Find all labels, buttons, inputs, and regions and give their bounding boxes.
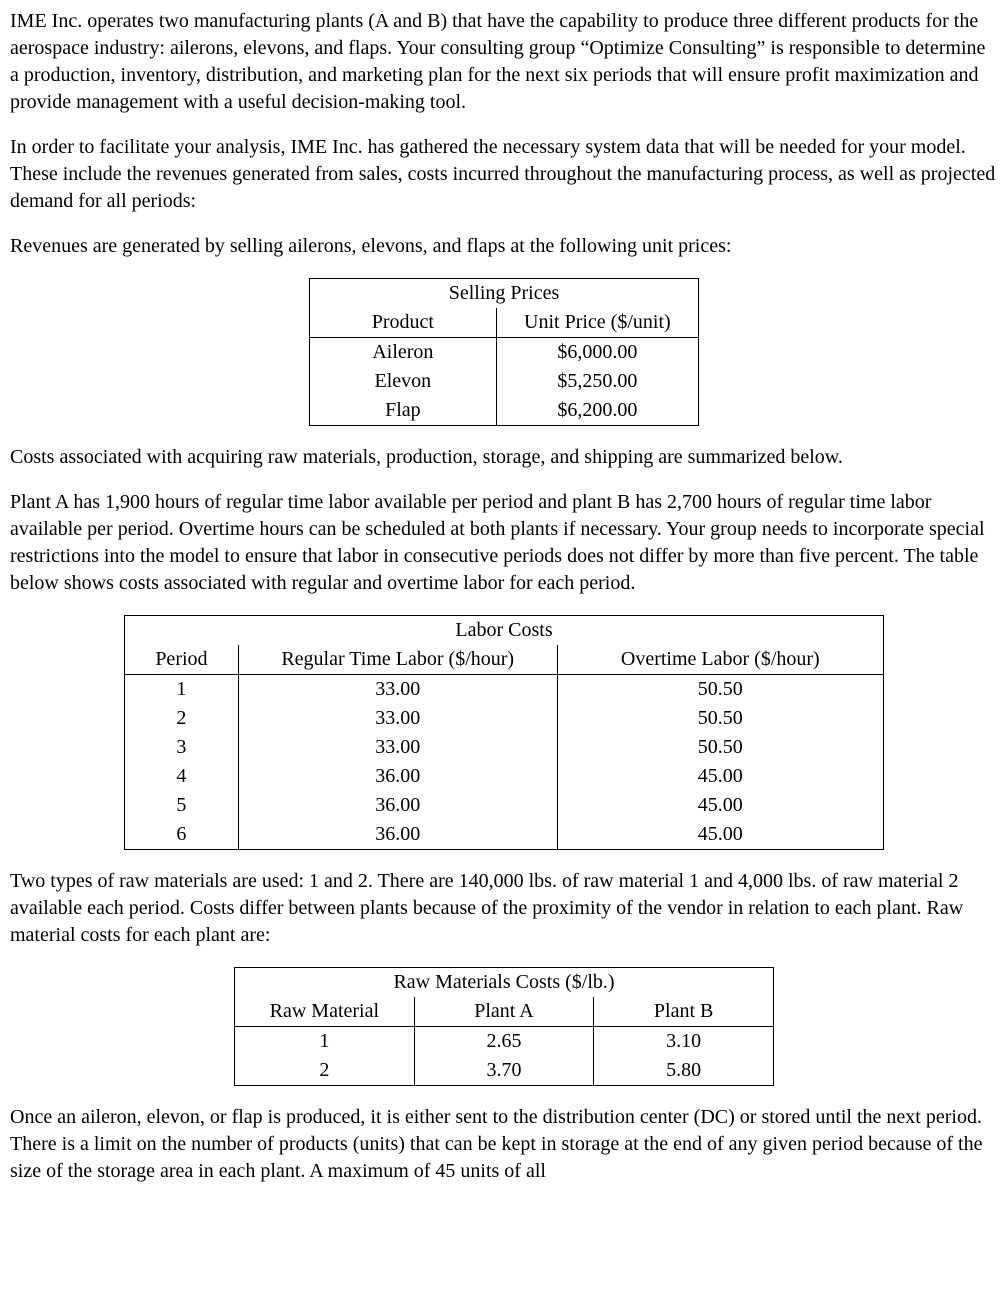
table-cell: Flap <box>310 396 497 426</box>
table-cell: 45.00 <box>557 791 883 820</box>
labor-costs-table: Labor Costs Period Regular Time Labor ($… <box>124 615 884 850</box>
paragraph-data-intro: In order to facilitate your analysis, IM… <box>10 134 998 215</box>
table-header: Unit Price ($/unit) <box>496 308 698 338</box>
paragraph-storage: Once an aileron, elevon, or flap is prod… <box>10 1104 998 1185</box>
paragraph-labor: Plant A has 1,900 hours of regular time … <box>10 489 998 597</box>
table-cell: $6,000.00 <box>496 338 698 368</box>
table-cell: 33.00 <box>238 704 557 733</box>
table-cell: 2 <box>125 704 239 733</box>
table-cell: 36.00 <box>238 762 557 791</box>
table-cell: 3.10 <box>594 1027 774 1057</box>
table-header: Product <box>310 308 497 338</box>
table-cell: $6,200.00 <box>496 396 698 426</box>
table-header: Plant B <box>594 997 774 1027</box>
table-cell: Elevon <box>310 367 497 396</box>
table-cell: 36.00 <box>238 820 557 850</box>
table-cell: Aileron <box>310 338 497 368</box>
table-cell: 5 <box>125 791 239 820</box>
table-cell: $5,250.00 <box>496 367 698 396</box>
table-title: Labor Costs <box>125 616 884 646</box>
table-cell: 45.00 <box>557 820 883 850</box>
table-cell: 1 <box>125 675 239 705</box>
table-cell: 2 <box>235 1056 415 1086</box>
table-cell: 45.00 <box>557 762 883 791</box>
table-header: Plant A <box>414 997 594 1027</box>
table-cell: 50.50 <box>557 675 883 705</box>
table-header: Period <box>125 645 239 675</box>
table-header: Raw Material <box>235 997 415 1027</box>
table-cell: 1 <box>235 1027 415 1057</box>
paragraph-raw-materials: Two types of raw materials are used: 1 a… <box>10 868 998 949</box>
selling-prices-table: Selling Prices Product Unit Price ($/uni… <box>309 278 699 426</box>
paragraph-costs-summary: Costs associated with acquiring raw mate… <box>10 444 998 471</box>
table-cell: 3 <box>125 733 239 762</box>
table-cell: 2.65 <box>414 1027 594 1057</box>
table-header: Overtime Labor ($/hour) <box>557 645 883 675</box>
table-cell: 50.50 <box>557 704 883 733</box>
table-header: Regular Time Labor ($/hour) <box>238 645 557 675</box>
table-cell: 3.70 <box>414 1056 594 1086</box>
raw-materials-table: Raw Materials Costs ($/lb.) Raw Material… <box>234 967 774 1086</box>
table-cell: 5.80 <box>594 1056 774 1086</box>
table-cell: 36.00 <box>238 791 557 820</box>
table-cell: 4 <box>125 762 239 791</box>
paragraph-revenues: Revenues are generated by selling ailero… <box>10 233 998 260</box>
table-title: Selling Prices <box>310 279 699 309</box>
paragraph-intro: IME Inc. operates two manufacturing plan… <box>10 8 998 116</box>
table-cell: 33.00 <box>238 733 557 762</box>
table-cell: 33.00 <box>238 675 557 705</box>
table-title: Raw Materials Costs ($/lb.) <box>235 968 774 998</box>
table-cell: 50.50 <box>557 733 883 762</box>
table-cell: 6 <box>125 820 239 850</box>
